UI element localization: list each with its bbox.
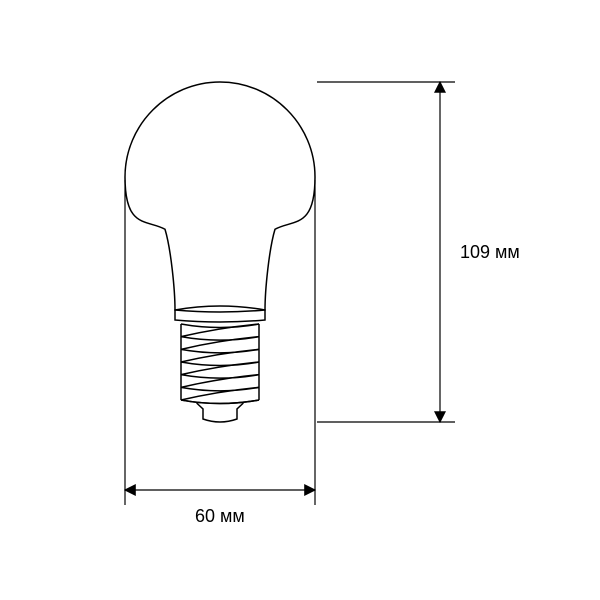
width-label: 60 мм [195,506,245,526]
bulb-technical-drawing: 109 мм 60 мм [0,0,600,600]
bulb-outline [125,82,315,422]
width-dimension [125,180,315,505]
height-dimension [317,82,455,422]
height-label: 109 мм [460,242,520,262]
